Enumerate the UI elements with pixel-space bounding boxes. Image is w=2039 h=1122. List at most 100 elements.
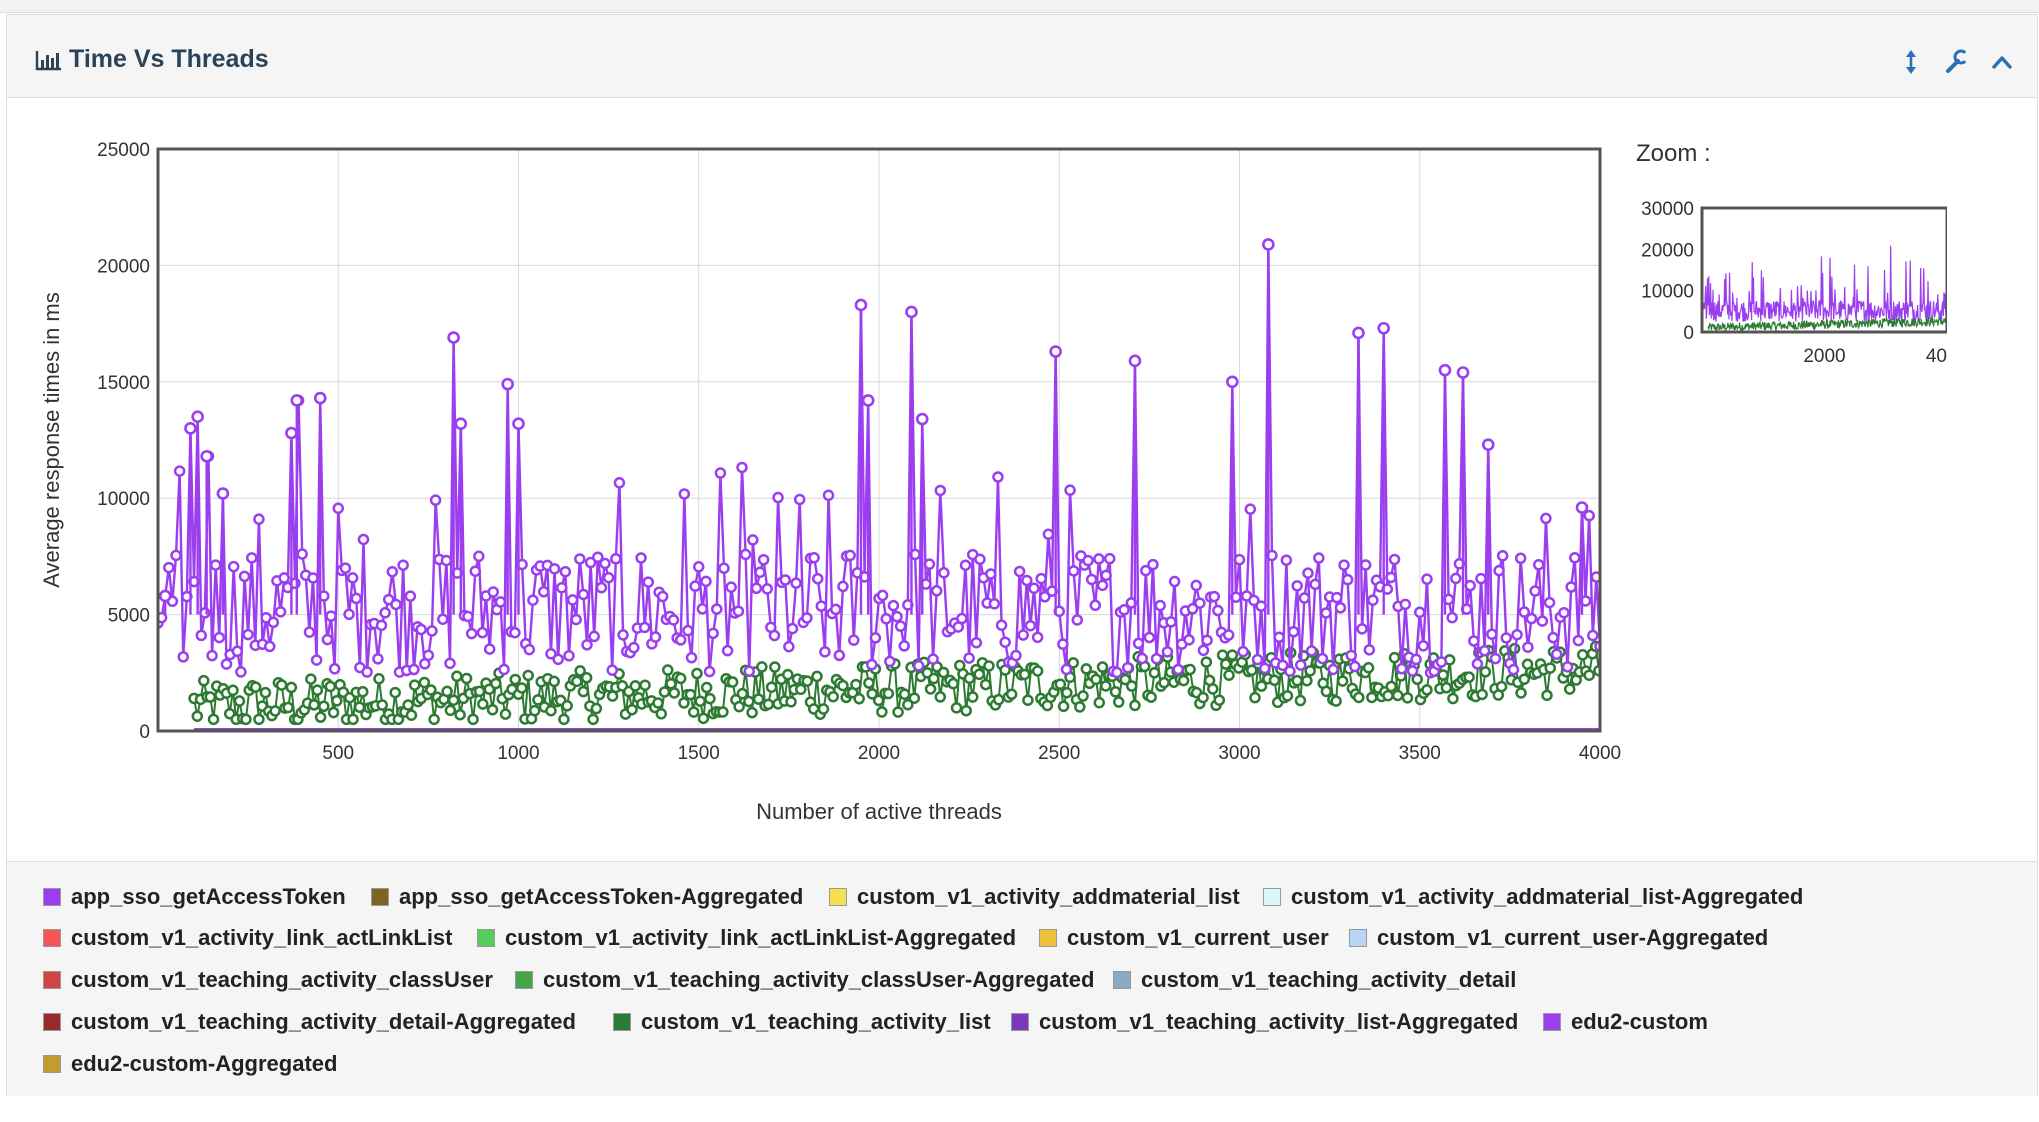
data-point-teaching-activity-list[interactable] (785, 696, 797, 708)
data-point-app-sso-getaccesstoken[interactable] (1258, 662, 1271, 675)
data-point-teaching-activity-list[interactable] (1145, 691, 1157, 703)
zoom-chart[interactable]: 0 10000 20000 30000 2000 4000 (1627, 178, 1947, 418)
data-point-teaching-activity-list[interactable] (451, 670, 463, 683)
data-point-app-sso-getaccesstoken[interactable] (988, 598, 1001, 610)
data-point-teaching-activity-list[interactable] (902, 698, 914, 711)
data-point-teaching-activity-list[interactable] (1067, 657, 1080, 669)
data-point-teaching-activity-list[interactable] (408, 679, 421, 691)
data-point-app-sso-getaccesstoken[interactable] (170, 549, 182, 562)
data-point-app-sso-getaccesstoken[interactable] (523, 643, 536, 656)
data-point-teaching-activity-list[interactable] (973, 668, 985, 681)
chevron-up-icon[interactable] (1989, 49, 2015, 75)
legend-item[interactable]: edu2-custom-Aggregated (43, 1051, 337, 1077)
data-point-app-sso-getaccesstoken[interactable] (1096, 579, 1109, 592)
data-point-app-sso-getaccesstoken[interactable] (372, 653, 384, 665)
data-point-app-sso-getaccesstoken[interactable] (1536, 615, 1549, 627)
data-point-app-sso-getaccesstoken[interactable] (783, 640, 795, 653)
data-point-teaching-activity-list[interactable] (950, 702, 963, 714)
data-point-teaching-activity-list[interactable] (717, 706, 729, 718)
data-point-teaching-activity-list[interactable] (691, 667, 703, 680)
data-point-app-sso-getaccesstoken[interactable] (1118, 604, 1130, 616)
legend-item[interactable]: custom_v1_current_user-Aggregated (1349, 925, 1768, 951)
data-point-app-sso-getaccesstoken[interactable] (613, 477, 626, 489)
data-point-peak[interactable] (1352, 326, 1365, 340)
data-point-app-sso-getaccesstoken[interactable] (296, 548, 308, 560)
data-point-peak[interactable] (216, 487, 230, 500)
data-point-app-sso-getaccesstoken[interactable] (768, 629, 781, 642)
data-point-app-sso-getaccesstoken[interactable] (1111, 666, 1123, 679)
data-point-app-sso-getaccesstoken[interactable] (1349, 660, 1361, 673)
data-point-teaching-activity-list[interactable] (499, 708, 512, 720)
data-point-app-sso-getaccesstoken[interactable] (1183, 634, 1195, 646)
data-point-peak[interactable] (512, 417, 525, 431)
data-point-teaching-activity-list[interactable] (327, 706, 340, 719)
data-point-app-sso-getaccesstoken[interactable] (1450, 572, 1462, 585)
data-point-app-sso-getaccesstoken[interactable] (1031, 631, 1044, 644)
data-point-teaching-activity-list[interactable] (1005, 688, 1018, 701)
data-point-teaching-activity-list[interactable] (746, 706, 758, 719)
data-point-teaching-activity-list[interactable] (376, 699, 388, 711)
data-point-teaching-activity-list[interactable] (373, 673, 385, 685)
data-point-teaching-activity-list[interactable] (1421, 684, 1433, 696)
data-point-app-sso-getaccesstoken[interactable] (1468, 635, 1480, 647)
data-point-teaching-activity-list[interactable] (1119, 673, 1131, 686)
data-point-teaching-activity-list[interactable] (908, 692, 921, 704)
data-point-app-sso-getaccesstoken[interactable] (1291, 580, 1303, 592)
main-chart[interactable]: 0 5000 10000 15000 20000 25000 500 1000 1500 200… (7, 98, 1647, 858)
data-point-app-sso-getaccesstoken[interactable] (350, 592, 363, 605)
data-point-teaching-activity-list[interactable] (983, 660, 995, 672)
data-point-teaching-activity-list[interactable] (486, 703, 499, 716)
data-point-app-sso-getaccesstoken[interactable] (635, 552, 647, 564)
data-point-app-sso-getaccesstoken[interactable] (714, 467, 727, 479)
data-point-peak[interactable] (447, 331, 460, 344)
data-point-peak[interactable] (290, 394, 304, 407)
data-point-app-sso-getaccesstoken[interactable] (444, 657, 456, 670)
data-point-app-sso-getaccesstoken[interactable] (833, 649, 846, 662)
data-point-teaching-activity-list[interactable] (425, 684, 437, 696)
data-point-teaching-activity-list[interactable] (311, 684, 324, 696)
data-point-app-sso-getaccesstoken[interactable] (1150, 652, 1163, 665)
data-point-teaching-activity-list[interactable] (882, 687, 895, 700)
data-point-teaching-activity-list[interactable] (357, 685, 369, 698)
data-point-app-sso-getaccesstoken[interactable] (682, 624, 694, 637)
data-point-app-sso-getaccesstoken[interactable] (1327, 663, 1339, 676)
data-point-teaching-activity-list[interactable] (227, 684, 239, 697)
data-point-app-sso-getaccesstoken[interactable] (956, 612, 968, 625)
data-point-app-sso-getaccesstoken[interactable] (606, 664, 618, 676)
data-point-app-sso-getaccesstoken[interactable] (325, 610, 337, 622)
data-point-app-sso-getaccesstoken[interactable] (339, 562, 352, 574)
data-point-app-sso-getaccesstoken[interactable] (469, 565, 481, 577)
data-point-teaching-activity-list[interactable] (898, 688, 911, 700)
data-point-app-sso-getaccesstoken[interactable] (750, 582, 763, 595)
data-point-app-sso-getaccesstoken[interactable] (1121, 661, 1134, 674)
data-point-app-sso-getaccesstoken[interactable] (527, 594, 539, 606)
data-point-app-sso-getaccesstoken[interactable] (487, 586, 500, 598)
data-point-app-sso-getaccesstoken[interactable] (1514, 552, 1527, 564)
data-point-app-sso-getaccesstoken[interactable] (570, 613, 582, 626)
data-point-app-sso-getaccesstoken[interactable] (786, 622, 799, 635)
data-point-app-sso-getaccesstoken[interactable] (574, 553, 586, 565)
data-point-teaching-activity-list[interactable] (1077, 690, 1089, 702)
data-point-app-sso-getaccesstoken[interactable] (1587, 629, 1599, 642)
data-point-teaching-activity-list[interactable] (580, 672, 593, 684)
data-point-app-sso-getaccesstoken[interactable] (1345, 649, 1358, 662)
data-point-teaching-activity-list[interactable] (924, 683, 937, 695)
legend-item[interactable]: custom_v1_teaching_activity_classUser-Ag… (515, 967, 1094, 993)
data-point-app-sso-getaccesstoken[interactable] (346, 572, 359, 584)
data-point-teaching-activity-list[interactable] (282, 701, 294, 714)
data-point-app-sso-getaccesstoken[interactable] (1421, 573, 1433, 585)
data-point-teaching-activity-list[interactable] (629, 680, 642, 692)
data-point-teaching-activity-list[interactable] (658, 686, 671, 698)
data-point-teaching-activity-list[interactable] (1576, 649, 1589, 661)
data-point-teaching-activity-list[interactable] (947, 677, 960, 690)
data-point-app-sso-getaccesstoken[interactable] (707, 627, 719, 640)
data-point-app-sso-getaccesstoken[interactable] (1255, 600, 1267, 612)
data-point-app-sso-getaccesstoken[interactable] (1569, 552, 1581, 564)
data-point-teaching-activity-list[interactable] (1320, 685, 1333, 698)
data-point-app-sso-getaccesstoken[interactable] (638, 621, 651, 634)
data-point-app-sso-getaccesstoken[interactable] (274, 606, 287, 618)
data-point-teaching-activity-list[interactable] (1080, 663, 1093, 675)
data-point-app-sso-getaccesstoken[interactable] (693, 561, 705, 573)
legend-item[interactable]: custom_v1_teaching_activity_detail-Aggre… (43, 1009, 576, 1035)
data-point-peak[interactable] (184, 422, 197, 435)
